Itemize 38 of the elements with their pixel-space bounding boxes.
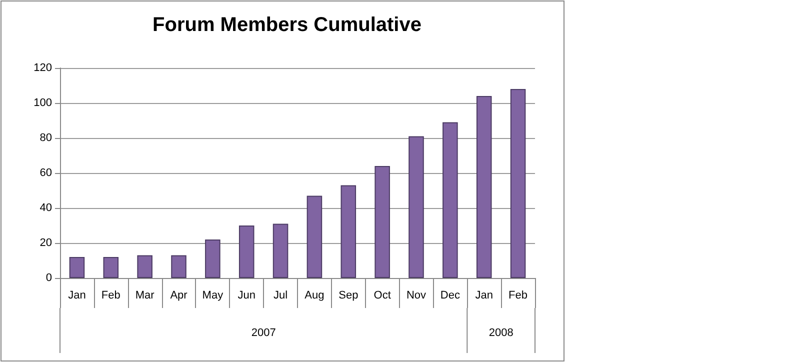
bar bbox=[69, 257, 85, 278]
bar bbox=[442, 122, 458, 278]
x-tick-label: Jan bbox=[475, 290, 493, 302]
x-tick-label: Nov bbox=[406, 290, 427, 302]
x-tick-label: Oct bbox=[374, 290, 391, 302]
x-tick-label: May bbox=[202, 290, 224, 302]
x-tick-label: Mar bbox=[135, 290, 155, 302]
y-tick-label: 60 bbox=[40, 167, 52, 179]
bar bbox=[476, 96, 492, 278]
y-tick-label: 120 bbox=[34, 62, 52, 74]
x-tick-label: Jun bbox=[238, 290, 256, 302]
bar bbox=[238, 226, 254, 278]
x-tick-label: Jan bbox=[68, 290, 86, 302]
x-tick-label: Feb bbox=[101, 290, 120, 302]
text: 2008 bbox=[488, 327, 514, 339]
y-tick-label: 0 bbox=[46, 272, 52, 284]
x-tick-label: Apr bbox=[170, 290, 188, 302]
y-tick-label: 40 bbox=[40, 202, 52, 214]
x-tick-label: Aug bbox=[304, 290, 324, 302]
x-tick-label: Dec bbox=[440, 290, 460, 302]
y-tick-label: 20 bbox=[40, 237, 52, 249]
x-tick-label: Feb bbox=[508, 290, 528, 302]
bar bbox=[306, 196, 322, 278]
bar bbox=[340, 185, 356, 278]
text: 2007 bbox=[251, 327, 276, 339]
chart-title: Forum Members Cumulative bbox=[152, 14, 422, 36]
x-tick-label: Sep bbox=[338, 290, 358, 302]
bar bbox=[103, 257, 119, 278]
bar bbox=[137, 255, 152, 278]
x-tick-label: Jul bbox=[274, 290, 288, 302]
bar bbox=[272, 224, 288, 278]
bar bbox=[510, 89, 526, 278]
bar bbox=[205, 240, 220, 278]
y-tick-label: 80 bbox=[40, 132, 52, 144]
y-tick-label: 100 bbox=[34, 97, 52, 109]
bar bbox=[374, 166, 390, 278]
bar bbox=[408, 136, 424, 278]
bar bbox=[171, 255, 186, 278]
